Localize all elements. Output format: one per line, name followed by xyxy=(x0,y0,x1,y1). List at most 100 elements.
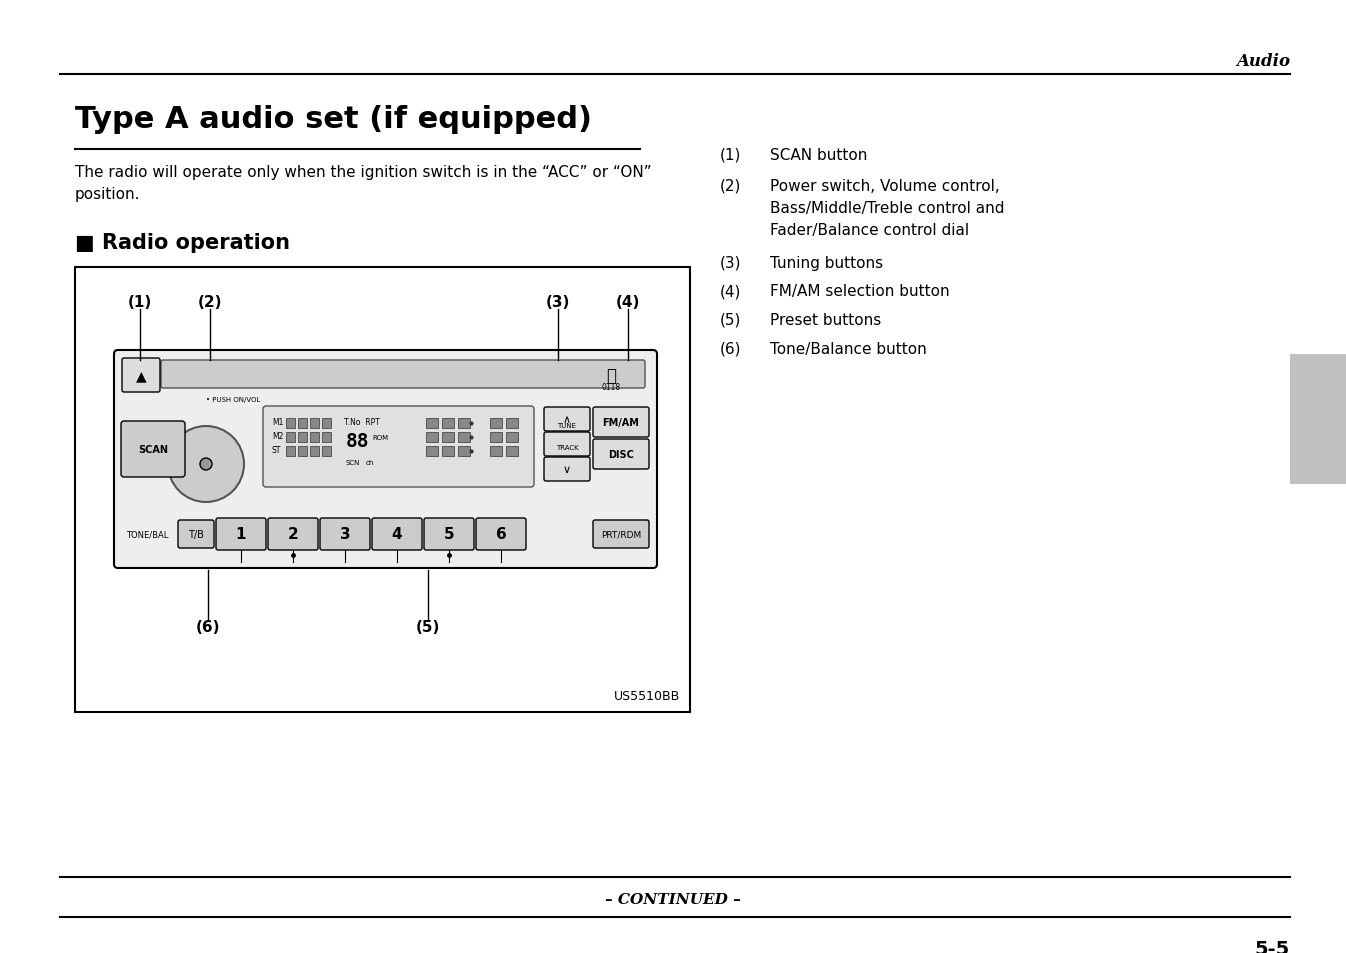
Bar xyxy=(441,433,454,442)
Text: Tone/Balance button: Tone/Balance button xyxy=(770,341,927,356)
Text: (2): (2) xyxy=(198,294,222,310)
Text: ∨: ∨ xyxy=(563,464,571,475)
Bar xyxy=(322,433,331,442)
Bar xyxy=(285,418,295,429)
Text: – CONTINUED –: – CONTINUED – xyxy=(606,892,740,906)
Text: SCAN button: SCAN button xyxy=(770,148,867,163)
FancyBboxPatch shape xyxy=(320,518,370,551)
Text: DISC: DISC xyxy=(608,450,634,459)
FancyBboxPatch shape xyxy=(371,518,423,551)
Bar xyxy=(441,418,454,429)
Circle shape xyxy=(168,427,244,502)
Text: Preset buttons: Preset buttons xyxy=(770,313,882,328)
Text: 5-5: 5-5 xyxy=(1254,939,1289,953)
Bar xyxy=(458,418,470,429)
FancyBboxPatch shape xyxy=(268,518,318,551)
FancyBboxPatch shape xyxy=(114,351,657,568)
Text: (5): (5) xyxy=(720,313,742,328)
Text: ch: ch xyxy=(366,459,374,465)
FancyBboxPatch shape xyxy=(544,433,590,456)
Text: TUNE: TUNE xyxy=(557,422,576,429)
Bar xyxy=(285,447,295,456)
Bar xyxy=(506,447,518,456)
Text: M2: M2 xyxy=(272,432,284,440)
Bar xyxy=(425,433,437,442)
Circle shape xyxy=(201,458,213,471)
Text: • PUSH ON/VOL: • PUSH ON/VOL xyxy=(206,396,260,402)
FancyBboxPatch shape xyxy=(122,358,160,393)
Text: T.No  RPT: T.No RPT xyxy=(345,417,380,427)
Text: Audio: Audio xyxy=(1236,53,1289,70)
Bar xyxy=(310,447,319,456)
Bar xyxy=(506,418,518,429)
Text: Power switch, Volume control,: Power switch, Volume control, xyxy=(770,178,1000,193)
Text: (3): (3) xyxy=(546,294,571,310)
Text: (1): (1) xyxy=(128,294,152,310)
Bar xyxy=(297,447,307,456)
Bar xyxy=(297,418,307,429)
FancyBboxPatch shape xyxy=(594,439,649,470)
Text: (3): (3) xyxy=(720,255,742,271)
Bar xyxy=(458,447,470,456)
Text: (2): (2) xyxy=(720,178,742,193)
Text: 0118: 0118 xyxy=(602,382,621,392)
Text: ■ Radio operation: ■ Radio operation xyxy=(75,233,289,253)
Bar xyxy=(425,418,437,429)
Text: ROM: ROM xyxy=(371,435,388,440)
Bar xyxy=(490,447,502,456)
FancyBboxPatch shape xyxy=(162,360,645,389)
Text: (1): (1) xyxy=(720,148,742,163)
Bar xyxy=(490,433,502,442)
Text: The radio will operate only when the ignition switch is in the “ACC” or “ON”
pos: The radio will operate only when the ign… xyxy=(75,165,651,202)
FancyBboxPatch shape xyxy=(594,520,649,548)
FancyBboxPatch shape xyxy=(424,518,474,551)
Bar xyxy=(441,447,454,456)
Text: (4): (4) xyxy=(616,294,641,310)
FancyBboxPatch shape xyxy=(594,408,649,437)
FancyBboxPatch shape xyxy=(178,520,214,548)
Text: ST: ST xyxy=(272,446,281,455)
Bar xyxy=(506,433,518,442)
Text: 3: 3 xyxy=(339,527,350,542)
Text: 88: 88 xyxy=(346,432,370,451)
Text: 6: 6 xyxy=(495,527,506,542)
Text: ⌗: ⌗ xyxy=(606,367,616,385)
Text: (5): (5) xyxy=(416,619,440,635)
Text: Type A audio set (if equipped): Type A audio set (if equipped) xyxy=(75,105,592,133)
Text: 1: 1 xyxy=(236,527,246,542)
FancyBboxPatch shape xyxy=(215,518,267,551)
Bar xyxy=(322,418,331,429)
Bar xyxy=(1289,355,1346,484)
Text: SCAN: SCAN xyxy=(139,444,168,455)
Bar xyxy=(285,433,295,442)
Text: US5510BB: US5510BB xyxy=(614,689,680,702)
Bar xyxy=(75,268,690,712)
Text: FM/AM: FM/AM xyxy=(603,417,639,428)
Bar xyxy=(458,433,470,442)
Text: PRT/RDM: PRT/RDM xyxy=(600,530,641,539)
FancyBboxPatch shape xyxy=(262,407,534,488)
Text: Bass/Middle/Treble control and: Bass/Middle/Treble control and xyxy=(770,200,1004,215)
FancyBboxPatch shape xyxy=(544,408,590,432)
Text: Tuning buttons: Tuning buttons xyxy=(770,255,883,271)
Text: ∧: ∧ xyxy=(563,415,571,424)
Bar xyxy=(425,447,437,456)
Text: TONE/BAL: TONE/BAL xyxy=(127,530,168,539)
Text: ▲: ▲ xyxy=(136,369,147,382)
Text: Fader/Balance control dial: Fader/Balance control dial xyxy=(770,223,969,237)
Bar xyxy=(297,433,307,442)
Text: (6): (6) xyxy=(720,341,742,356)
Text: 2: 2 xyxy=(288,527,299,542)
Bar xyxy=(490,418,502,429)
FancyBboxPatch shape xyxy=(121,421,184,477)
Text: SCN: SCN xyxy=(346,459,361,465)
FancyBboxPatch shape xyxy=(476,518,526,551)
Text: (4): (4) xyxy=(720,284,742,299)
Bar xyxy=(322,447,331,456)
Text: TRACK: TRACK xyxy=(556,444,579,451)
Bar xyxy=(310,418,319,429)
Text: 5: 5 xyxy=(444,527,455,542)
Text: (6): (6) xyxy=(195,619,221,635)
Text: FM/AM selection button: FM/AM selection button xyxy=(770,284,950,299)
Text: M1: M1 xyxy=(272,417,284,427)
